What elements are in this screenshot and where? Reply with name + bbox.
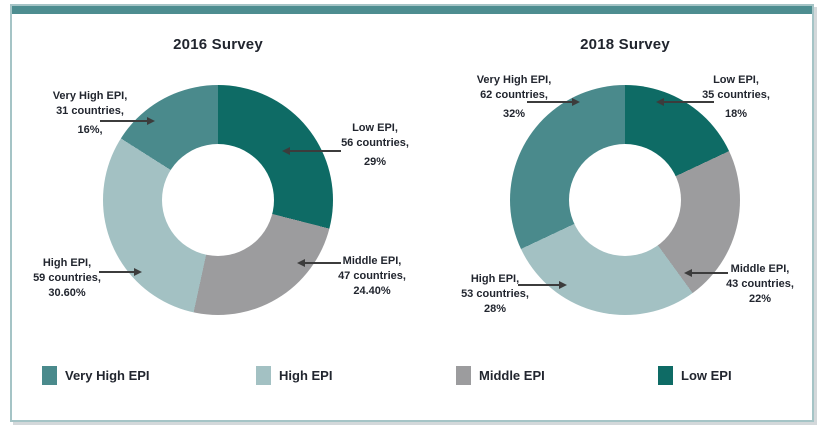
donut-hole: [162, 144, 274, 256]
arrowhead-icon: [572, 98, 580, 106]
callout-2016-middle: Middle EPI, 47 countries, 24.40%: [318, 254, 426, 299]
callout-line: Middle EPI,: [342, 255, 402, 267]
chart-title-2016: 2016 Survey: [173, 36, 263, 53]
callout-2016-high: High EPI, 59 countries, 30.60%: [13, 256, 121, 301]
callout-line: 59 countries,: [33, 272, 101, 284]
donut-hole: [569, 144, 681, 256]
callout-line: 24.40%: [353, 285, 391, 297]
callout-line: 35 countries,: [702, 89, 770, 101]
callout-2016-low: Low EPI, 56 countries, 29%: [328, 121, 422, 170]
leader-line-2018-low: [656, 98, 714, 106]
callout-line: 31 countries,: [56, 105, 124, 117]
callout-2018-middle: Middle EPI, 43 countries, 22%: [705, 262, 815, 307]
callout-line: Very High EPI,: [52, 90, 128, 102]
legend-swatch-very-high: [42, 366, 57, 385]
callout-line: 18%: [724, 108, 748, 120]
legend-item-very-high: Very High EPI: [42, 366, 150, 385]
arrowhead-icon: [147, 117, 155, 125]
legend-item-low: Low EPI: [658, 366, 732, 385]
frame-border: [10, 4, 814, 422]
callout-line: Middle EPI,: [730, 263, 790, 275]
callout-line: 32%: [502, 108, 526, 120]
leader-line-2016-middle: [297, 259, 341, 267]
arrowhead-icon: [656, 98, 664, 106]
callout-line: 53 countries,: [461, 288, 529, 300]
leader-line-2016-high: [99, 268, 142, 276]
callout-line: 16%,: [77, 124, 103, 136]
callout-line: 29%: [363, 156, 387, 168]
callout-line: 28%: [483, 303, 507, 315]
legend-swatch-low: [658, 366, 673, 385]
legend-label: Middle EPI: [479, 368, 545, 383]
callout-line: High EPI,: [42, 257, 92, 269]
chart-title-2018: 2018 Survey: [580, 36, 670, 53]
callout-line: 56 countries,: [341, 137, 409, 149]
arrowhead-icon: [282, 147, 290, 155]
legend-swatch-high: [256, 366, 271, 385]
legend-label: High EPI: [279, 368, 333, 383]
donut-2016: [103, 85, 333, 315]
legend-swatch-middle: [456, 366, 471, 385]
leader-line-2018-very-high: [527, 98, 580, 106]
legend-label: Very High EPI: [65, 368, 150, 383]
callout-line: 47 countries,: [338, 270, 406, 282]
leader-line-2018-high: [518, 281, 567, 289]
callout-line: 22%: [748, 293, 772, 305]
leader-line-2018-middle: [684, 269, 728, 277]
callout-line: Low EPI,: [352, 122, 398, 134]
arrowhead-icon: [684, 269, 692, 277]
arrowhead-icon: [134, 268, 142, 276]
arrowhead-icon: [559, 281, 567, 289]
leader-line-2016-low: [282, 147, 341, 155]
callout-2018-high: High EPI, 53 countries, 28%: [441, 272, 549, 317]
donut-2018: [510, 85, 740, 315]
callout-2018-very-high: Very High EPI, 62 countries, 32%: [452, 73, 576, 122]
callout-line: 43 countries,: [726, 278, 794, 290]
legend-item-middle: Middle EPI: [456, 366, 545, 385]
legend-item-high: High EPI: [256, 366, 332, 385]
callout-line: High EPI,: [470, 273, 520, 285]
frame-top-bar: [10, 4, 814, 14]
callout-line: Low EPI,: [713, 74, 759, 86]
arrowhead-icon: [297, 259, 305, 267]
callout-2016-very-high: Very High EPI, 31 countries, 16%,: [26, 89, 154, 138]
callout-line: 30.60%: [48, 287, 86, 299]
leader-line-2016-very-high: [100, 117, 155, 125]
legend-label: Low EPI: [681, 368, 732, 383]
callout-line: Very High EPI,: [476, 74, 552, 86]
callout-2018-low: Low EPI, 35 countries, 18%: [688, 73, 784, 122]
callout-line: 62 countries,: [480, 89, 548, 101]
